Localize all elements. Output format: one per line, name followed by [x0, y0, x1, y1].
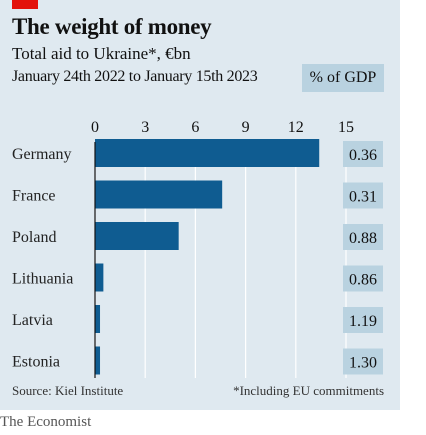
- gdp-value-cell: [343, 224, 383, 250]
- gdp-value-label: 0.86: [349, 272, 377, 289]
- gdp-value-label: 1.19: [349, 313, 377, 330]
- bar: [95, 180, 223, 209]
- x-tick-label: 15: [338, 119, 354, 136]
- bar: [95, 139, 320, 167]
- date-range: January 24th 2022 to January 15th 2023: [12, 68, 258, 85]
- bar: [95, 305, 101, 333]
- chart-subtitle: Total aid to Ukraine*, €bn: [12, 44, 191, 63]
- category-label: Poland: [12, 229, 56, 246]
- category-label: Lithuania: [12, 271, 73, 288]
- publisher-brand: The Economist: [0, 414, 92, 430]
- x-tick-label: 3: [141, 119, 149, 136]
- category-label: Estonia: [12, 354, 60, 371]
- bar: [95, 346, 101, 375]
- gdp-value-cell: [343, 141, 383, 167]
- gdp-value-label: 0.31: [349, 189, 377, 206]
- gdp-value-label: 1.30: [349, 355, 377, 372]
- gdp-value-label: 0.88: [349, 230, 377, 247]
- source-note: Source: Kiel Institute: [12, 383, 124, 398]
- category-label: Germany: [12, 146, 72, 163]
- category-label: Latvia: [12, 312, 53, 329]
- x-tick-label: 9: [242, 119, 250, 136]
- x-tick-label: 12: [288, 119, 304, 136]
- gdp-value-cell: [343, 182, 383, 209]
- bar-chart: 0 3 6 9 12 15 Germany 0.36 France 0.31 Poland 0.88 L…: [12, 119, 383, 378]
- bar: [95, 222, 179, 250]
- brand-accent-bar: [12, 0, 38, 9]
- gdp-value-cell: [343, 265, 383, 292]
- gdp-value-label: 0.36: [349, 147, 377, 164]
- x-tick-label: 6: [191, 119, 199, 136]
- category-label: France: [12, 188, 56, 205]
- bar: [95, 263, 104, 292]
- x-tick-label: 0: [91, 119, 99, 136]
- gdp-value-cell: [343, 307, 383, 333]
- chart-title: The weight of money: [12, 14, 212, 39]
- gdp-value-cell: [343, 348, 383, 375]
- footnote: *Including EU commitments: [233, 383, 384, 398]
- gdp-column-header: % of GDP: [302, 64, 384, 92]
